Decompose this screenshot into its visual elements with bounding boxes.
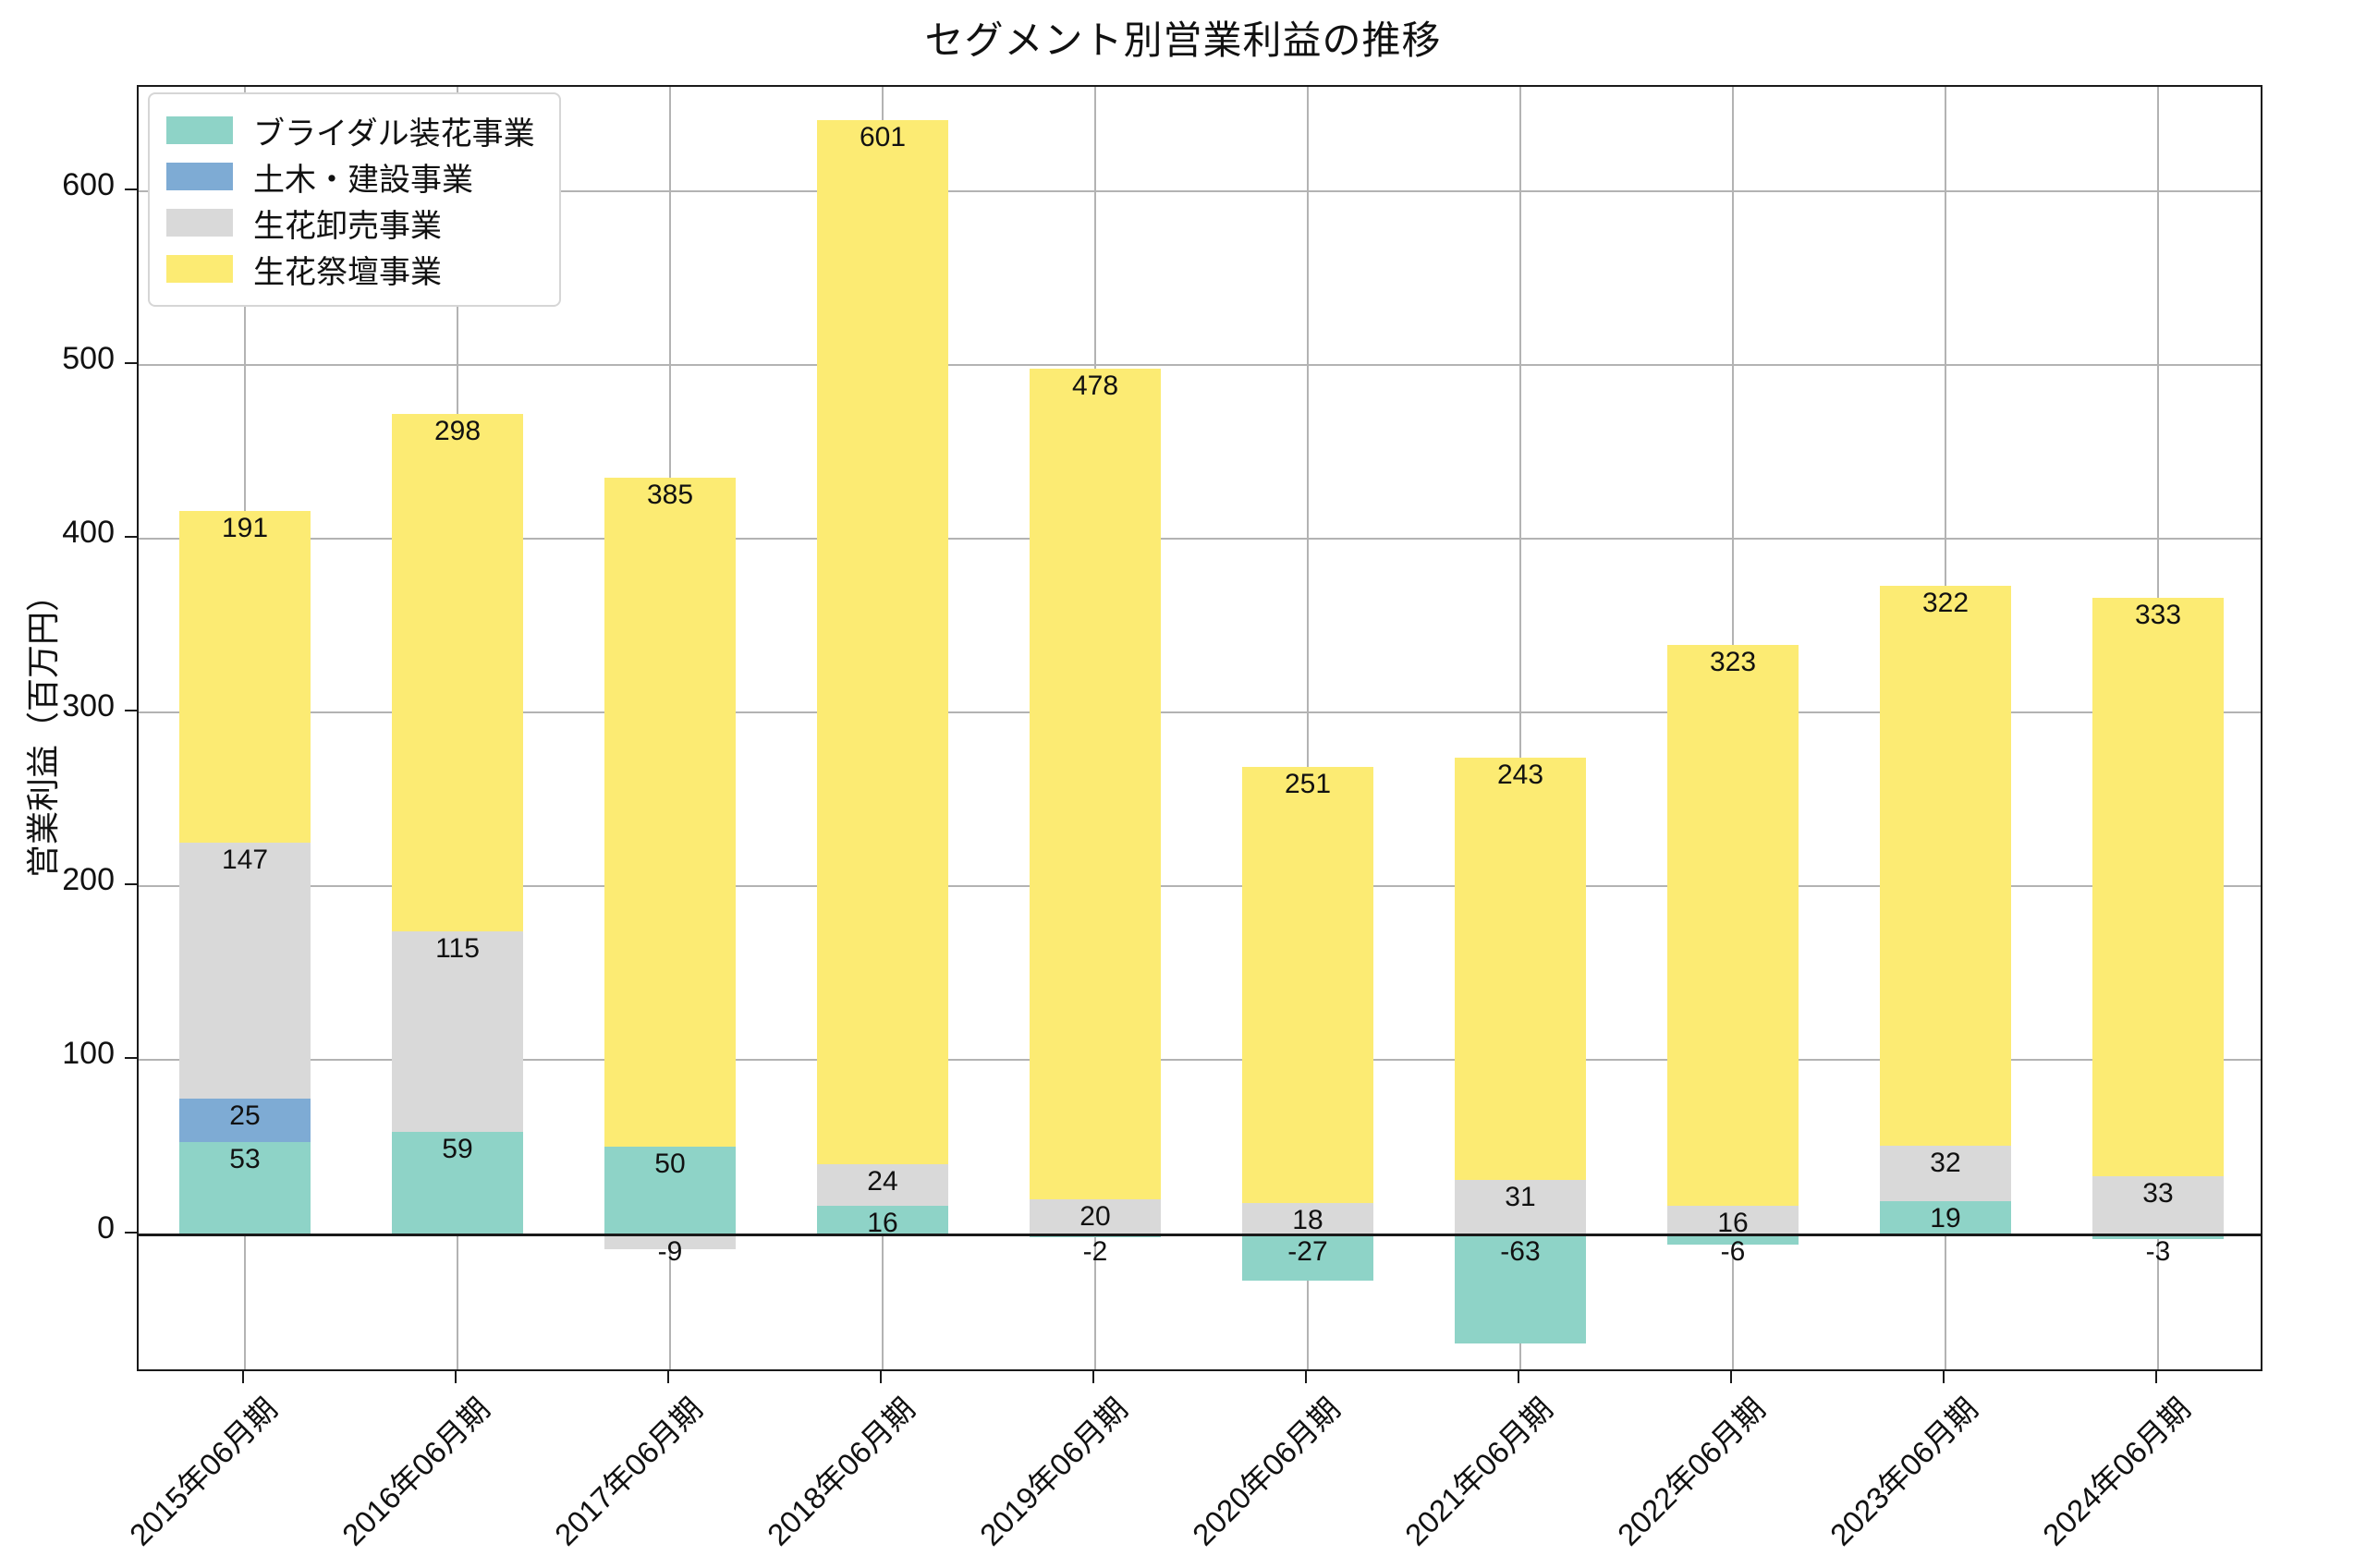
bar-group[interactable]: 16 24 601: [816, 87, 949, 1369]
x-axis-tick-mark: [242, 1371, 244, 1383]
x-axis-tick-mark: [1092, 1371, 1094, 1383]
x-axis-tick-label: 2017年06月期: [547, 1391, 709, 1552]
x-axis-tick-label: 2015年06月期: [122, 1391, 284, 1552]
page-title: セグメント別営業利益の推移: [924, 18, 1442, 62]
y-axis-tick-mark: [125, 710, 137, 712]
bar-segment[interactable]: [1241, 1202, 1374, 1234]
gridline-vertical: [1307, 87, 1309, 1369]
bar-segment[interactable]: [816, 1206, 949, 1234]
x-axis-tick-mark: [667, 1371, 669, 1383]
bar-segment[interactable]: [604, 478, 737, 1148]
bar-segment[interactable]: [1241, 766, 1374, 1203]
bar-segment[interactable]: [2092, 598, 2225, 1177]
x-axis-tick-mark: [1943, 1371, 1945, 1383]
bar-segment[interactable]: [1879, 585, 2012, 1146]
bar-segment[interactable]: [2092, 1234, 2225, 1240]
x-axis-tick-label: 2016年06月期: [335, 1391, 496, 1552]
bar-segment[interactable]: [178, 510, 311, 844]
legend-color-swatch: [166, 255, 233, 283]
chart-legend: ブライダル装花事業 土木・建設事業 生花卸売事業 生花祭壇事業: [148, 92, 561, 307]
bar-segment[interactable]: [1666, 1206, 1799, 1234]
legend-item-label: 生花祭壇事業: [253, 254, 442, 290]
bar-segment[interactable]: [1029, 368, 1162, 1199]
x-axis-tick-label: 2022年06月期: [1610, 1391, 1772, 1552]
y-axis-label: 営業利益（百万円）: [24, 577, 62, 879]
bar-segment[interactable]: [1879, 1145, 2012, 1201]
bar-value-label: -3: [2145, 1235, 2171, 1267]
gridline-horizontal: [139, 711, 2261, 714]
bar-segment[interactable]: [1666, 1234, 1799, 1245]
legend-color-swatch: [166, 116, 233, 144]
bar-value-label: -2: [1082, 1235, 1108, 1267]
bar-group[interactable]: 50 -9 385: [604, 87, 737, 1369]
y-axis-tick-mark: [125, 361, 137, 364]
bar-group[interactable]: -6 16 323: [1666, 87, 1799, 1369]
x-axis-tick-label: 2023年06月期: [1823, 1391, 1984, 1552]
y-axis-tick-mark: [125, 883, 137, 886]
legend-item-label: 土木・建設事業: [253, 162, 473, 198]
legend-item[interactable]: 土木・建設事業: [166, 153, 535, 200]
x-axis-tick-mark: [1518, 1371, 1519, 1383]
zero-baseline: [139, 1233, 2261, 1236]
bar-segment[interactable]: [816, 1164, 949, 1207]
gridline-horizontal: [139, 1059, 2261, 1062]
x-axis-tick-label: 2021年06月期: [1397, 1391, 1559, 1552]
bar-group[interactable]: -3 33 333: [2092, 87, 2225, 1369]
x-axis-tick-mark: [1305, 1371, 1307, 1383]
y-axis-tick-mark: [125, 188, 137, 190]
bar-segment[interactable]: [1454, 1180, 1587, 1234]
bar-group[interactable]: -27 18 251: [1241, 87, 1374, 1369]
bar-segment[interactable]: [1666, 644, 1799, 1207]
legend-item-label: 生花卸売事業: [253, 208, 442, 244]
bar-segment[interactable]: [604, 1147, 737, 1234]
x-axis-tick-label: 2024年06月期: [2035, 1391, 2197, 1552]
bar-segment[interactable]: [391, 931, 524, 1132]
x-axis-tick-label: 2018年06月期: [760, 1391, 921, 1552]
legend-item[interactable]: 生花祭壇事業: [166, 246, 535, 292]
gridline-horizontal: [139, 885, 2261, 888]
legend-item-label: ブライダル装花事業: [253, 115, 535, 152]
legend-item[interactable]: ブライダル装花事業: [166, 107, 535, 153]
bar-segment[interactable]: [178, 1141, 311, 1234]
bar-segment[interactable]: [178, 843, 311, 1099]
y-axis-tick-mark: [125, 536, 137, 539]
legend-item[interactable]: 生花卸売事業: [166, 200, 535, 246]
bar-segment[interactable]: [1454, 1234, 1587, 1343]
x-axis-tick-mark: [1730, 1371, 1732, 1383]
gridline-horizontal: [139, 189, 2261, 192]
gridline-vertical: [1519, 87, 1521, 1369]
legend-color-swatch: [166, 163, 233, 190]
x-axis-tick-mark: [455, 1371, 457, 1383]
bar-group[interactable]: -63 31 243: [1454, 87, 1587, 1369]
x-axis-tick-label: 2020年06月期: [1185, 1391, 1347, 1552]
gridline-horizontal: [139, 363, 2261, 366]
bar-segment[interactable]: [1241, 1234, 1374, 1282]
x-axis-tick-label: 2019年06月期: [972, 1391, 1134, 1552]
bar-segment[interactable]: [391, 413, 524, 932]
bar-segment[interactable]: [391, 1131, 524, 1234]
bar-segment[interactable]: [1454, 758, 1587, 1181]
bar-segment[interactable]: [604, 1234, 737, 1250]
bar-group[interactable]: -2 20 478: [1029, 87, 1162, 1369]
gridline-horizontal: [139, 538, 2261, 541]
bar-segment[interactable]: [816, 119, 949, 1165]
bar-segment[interactable]: [2092, 1176, 2225, 1234]
bar-group[interactable]: 53 25 147 191: [178, 87, 311, 1369]
bar-segment[interactable]: [1029, 1198, 1162, 1234]
x-axis-tick-mark: [880, 1371, 882, 1383]
bar-segment[interactable]: [1879, 1200, 2012, 1234]
y-axis-tick-mark: [125, 1231, 137, 1234]
bar-group[interactable]: 19 32 322: [1879, 87, 2012, 1369]
legend-color-swatch: [166, 209, 233, 237]
y-axis-tick-mark: [125, 1057, 137, 1060]
bar-segment[interactable]: [178, 1098, 311, 1142]
x-axis-tick-mark: [2155, 1371, 2157, 1383]
